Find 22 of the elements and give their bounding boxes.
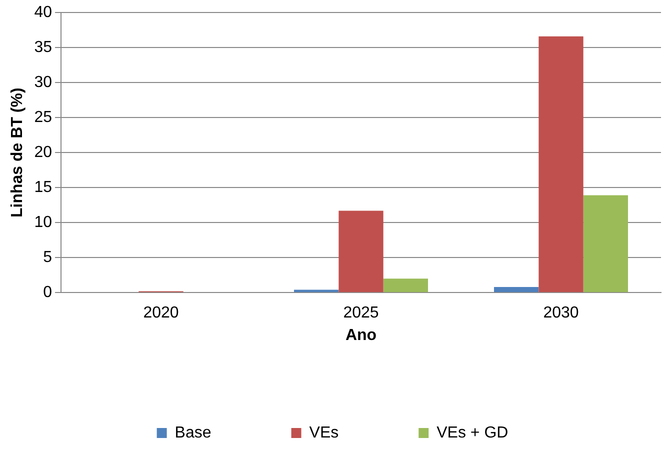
y-tick-label: 15 bbox=[34, 179, 52, 196]
x-tick-label: 2025 bbox=[343, 304, 379, 322]
y-tick-label: 0 bbox=[43, 284, 52, 302]
y-tick-label: 40 bbox=[34, 4, 52, 22]
bar bbox=[494, 287, 539, 292]
legend-label: VEs + GD bbox=[436, 424, 508, 442]
bar bbox=[383, 278, 428, 292]
y-tick-label: 5 bbox=[43, 249, 52, 266]
x-axis-title: Ano bbox=[345, 326, 377, 344]
y-tick-label: 25 bbox=[34, 109, 52, 126]
y-tick-label: 30 bbox=[34, 74, 52, 92]
y-tick-label: 10 bbox=[34, 214, 52, 232]
legend-label: Base bbox=[174, 424, 212, 442]
y-tick-label: 35 bbox=[34, 39, 52, 56]
bar bbox=[583, 195, 628, 292]
legend-label: VEs bbox=[309, 424, 339, 442]
bar bbox=[538, 36, 584, 292]
x-tick-label: 2020 bbox=[143, 304, 179, 322]
x-tick-label: 2030 bbox=[543, 304, 579, 322]
bar bbox=[338, 210, 384, 292]
y-axis-title: Linhas de BT (%) bbox=[9, 88, 26, 218]
y-tick-label: 20 bbox=[34, 144, 52, 162]
